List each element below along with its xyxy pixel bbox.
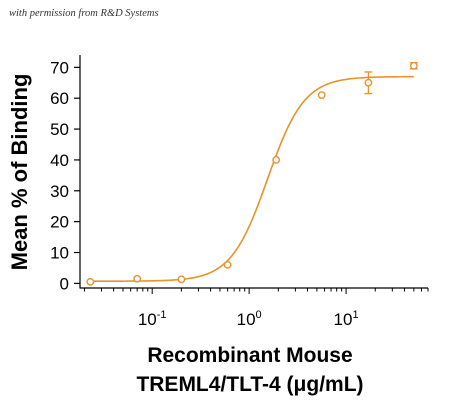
data-point-6 (317, 91, 326, 100)
point-marker (86, 277, 95, 286)
y-tick-label-20: 20 (50, 213, 69, 232)
point-marker (272, 156, 281, 164)
point-marker (317, 91, 326, 100)
data-point-5 (272, 156, 281, 164)
fit-curve-layer (90, 75, 414, 282)
x-axis-label-line2: TREML4/TLT-4 (μg/mL) (136, 373, 363, 396)
permission-note: with permission from R&D Systems (9, 8, 159, 19)
x-axis-label-line1: Recombinant Mouse (147, 344, 352, 367)
y-tick-label-10: 10 (50, 244, 69, 263)
point-marker (223, 260, 232, 269)
y-tick-label-30: 30 (50, 182, 69, 201)
data-point-7 (364, 71, 373, 95)
point-marker (364, 78, 373, 87)
data-point-2 (133, 274, 142, 283)
y-tick-label-50: 50 (50, 120, 69, 139)
y-ticks: 0 10 20 30 40 50 60 70 (50, 58, 80, 293)
data-point-8 (409, 61, 418, 70)
fit-curve (90, 75, 414, 282)
y-tick-label-60: 60 (50, 89, 69, 108)
data-point-3 (177, 275, 186, 284)
point-marker (133, 274, 142, 283)
y-tick-label-40: 40 (50, 151, 69, 170)
data-points (86, 61, 418, 286)
point-marker (177, 275, 186, 284)
axes (79, 55, 428, 289)
y-axis-label: Mean % of Binding (7, 74, 32, 271)
x-ticks: 10-1 100 101 (83, 288, 429, 329)
x-tick-label: 10-1 (138, 309, 167, 329)
y-tick-label-70: 70 (50, 58, 69, 77)
data-point-1 (86, 277, 95, 286)
data-point-4 (223, 260, 232, 269)
y-tick-label-0: 0 (60, 274, 69, 293)
point-marker (409, 61, 418, 70)
x-tick-label: 101 (334, 309, 359, 329)
x-tick-label: 100 (237, 309, 262, 329)
